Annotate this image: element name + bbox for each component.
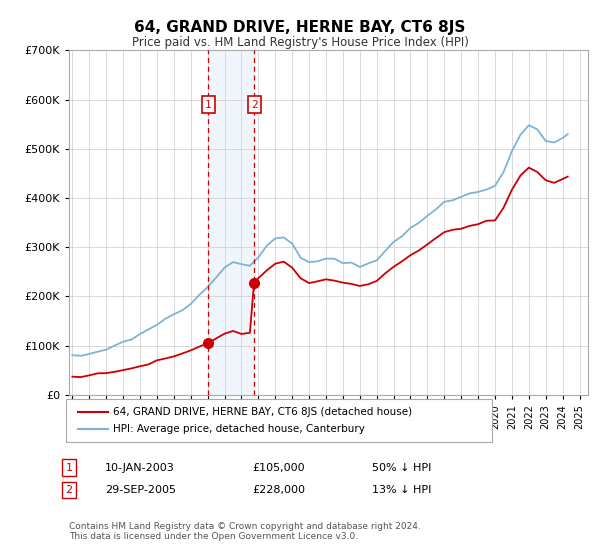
Text: HPI: Average price, detached house, Canterbury: HPI: Average price, detached house, Cant… [113,424,365,434]
Text: 50% ↓ HPI: 50% ↓ HPI [372,463,431,473]
Text: 2: 2 [251,100,257,110]
Text: £228,000: £228,000 [252,485,305,495]
Text: £105,000: £105,000 [252,463,305,473]
Text: 1: 1 [205,100,212,110]
Text: 2: 2 [65,485,73,495]
Bar [208,50,254,395]
Text: Price paid vs. HM Land Registry's House Price Index (HPI): Price paid vs. HM Land Registry's House … [131,36,469,49]
Text: 1: 1 [65,463,73,473]
Text: 64, GRAND DRIVE, HERNE BAY, CT6 8JS (detached house): 64, GRAND DRIVE, HERNE BAY, CT6 8JS (det… [113,407,412,417]
Text: 64, GRAND DRIVE, HERNE BAY, CT6 8JS: 64, GRAND DRIVE, HERNE BAY, CT6 8JS [134,20,466,35]
Text: 29-SEP-2005: 29-SEP-2005 [105,485,176,495]
Text: 13% ↓ HPI: 13% ↓ HPI [372,485,431,495]
Text: 10-JAN-2003: 10-JAN-2003 [105,463,175,473]
Text: Contains HM Land Registry data © Crown copyright and database right 2024.
This d: Contains HM Land Registry data © Crown c… [69,522,421,542]
